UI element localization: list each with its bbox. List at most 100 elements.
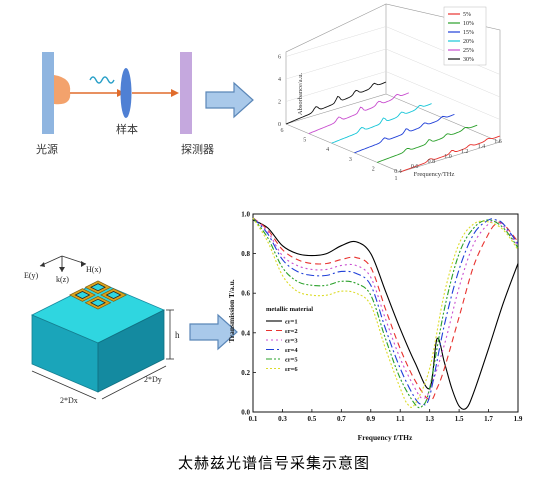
legend-label-6: εr=6: [285, 366, 298, 373]
grid-line: [285, 26, 387, 57]
spectrum3d-zaxis-label: Absorbance/a.u.: [297, 73, 304, 116]
detector-label: 探测器: [181, 143, 214, 156]
substrate-right-face: [97, 309, 165, 393]
legend-label-2: εr=2: [285, 328, 298, 335]
x-tick-label: 0.3: [278, 415, 287, 423]
x-tick-label: 1.2: [461, 149, 469, 155]
series-line-6: [252, 217, 519, 408]
flow-arrow-bottom: [188, 312, 240, 356]
spectrum-curve-25%: [308, 92, 409, 135]
z-tick-label: 4: [278, 77, 281, 83]
depth-tick-label: 1: [395, 176, 398, 182]
series-line-4: [252, 217, 519, 406]
spectrum3d-xaxis-label: Frequency/THz: [414, 171, 455, 178]
x-tick-label: 1.5: [455, 415, 464, 423]
y-tick-label: 0.6: [241, 290, 250, 298]
axis-k-label: k(z): [56, 275, 69, 284]
x-tick-label: 0.6: [411, 164, 419, 170]
spectrum-curve-30%: [285, 81, 387, 125]
depth-tick-label: 3: [349, 157, 352, 163]
legend-label-6: 30%: [463, 57, 474, 63]
legend-box: [443, 6, 487, 66]
x-tick-label: 1.9: [514, 415, 523, 423]
y-tick-label: 0.4: [241, 329, 250, 337]
series-line-1: [252, 219, 519, 410]
spectrum-curve-5%: [399, 135, 501, 173]
transmission-ylabel: Transmission T/a.u.: [227, 279, 236, 342]
depth-tick-label: 4: [326, 147, 329, 153]
setup-svg: [42, 52, 192, 134]
spectrum3d-svg: 0 2 4 6 0.4 0.6 0.8 1.0 1.2 1.4 1.6 1 2 3 4 5 6 5% 10% 15%…: [278, 3, 502, 182]
light-source-emitter: [54, 75, 71, 105]
legend-label-2: 10%: [463, 21, 474, 27]
transmission-svg: 0.1 0.3 0.5 0.7 0.9 1.1 1.3 1.5 1.7 1.9 0.0 0.2 0.4 0…: [227, 211, 523, 443]
x-tick-label: 0.5: [308, 415, 317, 423]
x-tick-label: 1.1: [396, 415, 405, 423]
z-tick-label: 6: [278, 55, 281, 61]
source-label: 光源: [36, 143, 58, 156]
x-tick-label: 1.3: [425, 415, 434, 423]
spectrum3d-chart: 0 2 4 6 0.4 0.6 0.8 1.0 1.2 1.4 1.6 1 2 3 4 5 6 5% 10% 15%…: [258, 2, 533, 182]
depth-tick-label: 5: [303, 138, 306, 144]
x-tick-label: 0.4: [394, 169, 402, 175]
spectrum-curve-10%: [377, 124, 478, 163]
sample-label: 样本: [116, 123, 138, 136]
transmission-xlabel: Frequency f/THz: [358, 433, 413, 442]
z-tick-label: 2: [278, 100, 281, 106]
grid-line: [285, 71, 387, 102]
x-tick-label: 1.4: [478, 144, 486, 150]
x-tick-label: 0.1: [249, 415, 258, 423]
legend-label-3: εr=3: [285, 338, 298, 345]
spectrum-curve-20%: [331, 103, 432, 144]
x-tick-label: 1.6: [494, 139, 502, 145]
series-line-3: [252, 217, 519, 399]
grid-line: [385, 26, 501, 75]
grid-line: [285, 48, 387, 80]
series-line-5: [252, 217, 519, 409]
light-source: [42, 52, 54, 134]
x-tick-label: 1.0: [444, 154, 452, 160]
series-line-2: [252, 217, 519, 401]
beam-out-arrow: [171, 89, 179, 97]
figure-caption: 太赫兹光谱信号采集示意图: [177, 454, 370, 472]
detector: [180, 52, 192, 134]
flow-arrow-top: [204, 80, 256, 124]
legend-label-5: εr=5: [285, 357, 298, 364]
y-tick-label: 0.2: [241, 369, 250, 377]
z-tick-label: 0: [278, 122, 281, 128]
x-tick-label: 1.7: [484, 415, 493, 423]
setup-diagram: [20, 40, 220, 150]
spectrum-curve-15%: [354, 113, 455, 154]
legend-label-4: εr=4: [285, 347, 298, 354]
depth-tick-label: 2: [372, 166, 375, 172]
legend-label-1: εr=1: [285, 319, 298, 326]
axis-h-label: H(x): [86, 265, 101, 274]
dy-label: 2*Dy: [144, 375, 162, 384]
depth-tick-label: 6: [281, 128, 284, 134]
y-tick-label: 0.0: [241, 409, 250, 417]
legend-label-3: 15%: [463, 30, 474, 36]
legend-label-4: 20%: [463, 39, 474, 45]
legend-label-5: 25%: [463, 48, 474, 54]
legend-title: metallic material: [266, 306, 313, 313]
box-edge: [285, 93, 387, 125]
dx-label: 2*Dx: [60, 396, 78, 405]
structure-diagram: E(y) k(z) H(x) h 2*Dx 2*: [20, 240, 190, 405]
legend-label-1: 5%: [463, 12, 471, 18]
height-label: h: [175, 330, 180, 340]
axis-e-label: E(y): [24, 271, 39, 280]
grid-line: [385, 48, 501, 98]
y-tick-label: 1.0: [241, 211, 250, 219]
plot-frame: [252, 213, 519, 413]
thz-wave: [89, 76, 115, 84]
grid-line: [385, 71, 501, 120]
x-tick-label: 0.7: [337, 415, 346, 423]
structure-svg: E(y) k(z) H(x) h 2*Dx 2*: [24, 255, 180, 405]
resonator-array: [69, 280, 127, 310]
transmission-chart: 0.1 0.3 0.5 0.7 0.9 1.1 1.3 1.5 1.7 1.9 0.0 0.2 0.4 0…: [222, 204, 532, 444]
x-tick-label: 0.9: [366, 415, 375, 423]
x-tick-label: 0.8: [428, 159, 436, 165]
sample-lens: [120, 68, 132, 118]
y-tick-label: 0.8: [241, 250, 250, 258]
box-edge: [385, 93, 501, 143]
